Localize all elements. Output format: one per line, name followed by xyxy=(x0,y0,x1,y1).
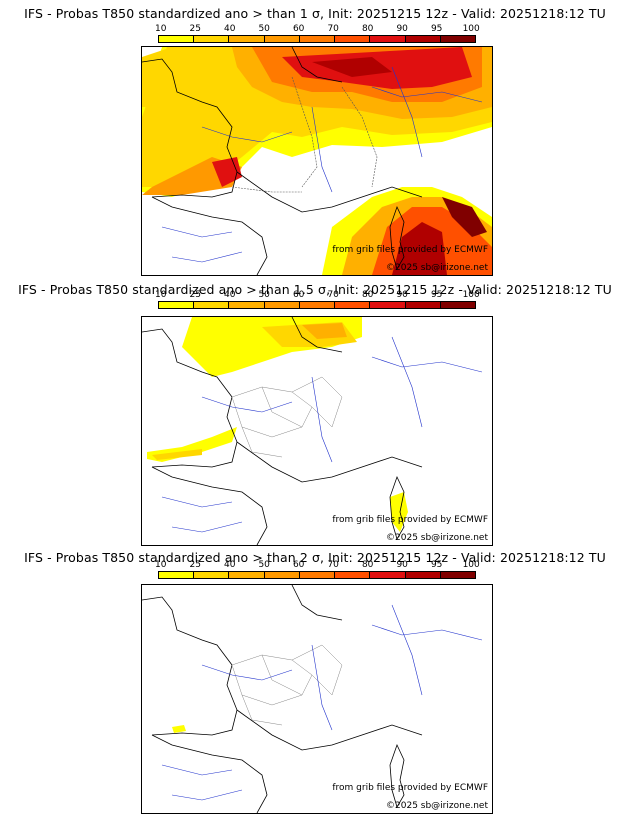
scale-swatch xyxy=(194,572,230,578)
scale-ticks: 10 25 40 50 60 70 80 90 95 100 xyxy=(141,24,493,35)
scale-swatch xyxy=(229,302,265,308)
tick-label: 25 xyxy=(189,24,201,34)
panel-2-map: from grib files provided by ECMWF ©2025 … xyxy=(141,316,493,546)
scale-swatch xyxy=(335,302,371,308)
tick-label: 40 xyxy=(223,290,236,300)
panel-1-map-graphic xyxy=(142,47,492,275)
scale-swatch xyxy=(194,302,230,308)
scale-swatch xyxy=(159,572,195,578)
admin-boundaries xyxy=(231,376,343,458)
admin-boundaries xyxy=(231,644,343,726)
panel-1-title: IFS - Probas T850 standardized ano > tha… xyxy=(24,6,606,21)
panel-3: IFS - Probas T850 standardized ano > tha… xyxy=(0,546,630,828)
rivers xyxy=(161,336,483,533)
credit-copyright: ©2025 sb@irizone.net xyxy=(386,801,488,811)
scale-swatch xyxy=(335,572,371,578)
tick-label: 100 xyxy=(462,560,480,570)
credit-source: from grib files provided by ECMWF xyxy=(332,515,488,525)
scale-swatch xyxy=(159,302,195,308)
tick-label: 80 xyxy=(361,290,374,300)
tick-label: 100 xyxy=(462,290,480,300)
scale-bar xyxy=(158,35,476,43)
tick-label: 70 xyxy=(327,290,339,300)
panel-1-map: from grib files provided by ECMWF ©2025 … xyxy=(141,46,493,276)
panel-1: IFS - Probas T850 standardized ano > tha… xyxy=(0,0,630,276)
scale-bar xyxy=(158,301,476,309)
tick-label: 40 xyxy=(223,24,236,34)
scale-swatch xyxy=(264,572,300,578)
scale-swatch xyxy=(370,302,406,308)
tick-label: 95 xyxy=(430,290,443,300)
tick-label: 95 xyxy=(430,560,443,570)
probability-shading xyxy=(172,725,186,733)
tick-label: 60 xyxy=(292,290,305,300)
tick-label: 100 xyxy=(462,24,480,34)
tick-label: 10 xyxy=(154,560,167,570)
tick-label: 90 xyxy=(396,24,408,34)
panel-1-color-scale: 10 25 40 50 60 70 80 90 95 100 xyxy=(141,24,493,43)
tick-label: 40 xyxy=(223,560,236,570)
tick-label: 50 xyxy=(258,290,270,300)
scale-swatch xyxy=(405,36,441,42)
scale-swatch xyxy=(264,302,300,308)
tick-label: 70 xyxy=(327,24,339,34)
tick-label: 50 xyxy=(258,24,270,34)
scale-swatch xyxy=(264,36,300,42)
tick-label: 95 xyxy=(430,24,443,34)
tick-label: 60 xyxy=(292,24,305,34)
scale-swatch xyxy=(159,36,195,42)
panel-3-title: IFS - Probas T850 standardized ano > tha… xyxy=(24,550,606,565)
credit-copyright: ©2025 sb@irizone.net xyxy=(386,263,488,273)
coastlines xyxy=(142,585,423,813)
scale-swatch xyxy=(440,572,475,578)
credit-source: from grib files provided by ECMWF xyxy=(332,245,488,255)
panel-2-map-graphic xyxy=(142,317,483,545)
coastlines xyxy=(142,47,423,275)
credit-copyright: ©2025 sb@irizone.net xyxy=(386,533,488,543)
tick-label: 25 xyxy=(189,560,201,570)
probability-shading xyxy=(147,317,408,532)
tick-label: 90 xyxy=(396,290,408,300)
scale-swatch xyxy=(299,36,336,42)
tick-label: 10 xyxy=(154,290,167,300)
rivers xyxy=(161,604,483,801)
panel-2-color-scale: 10 25 40 50 60 70 80 90 95 100 xyxy=(141,290,493,309)
tick-label: 60 xyxy=(292,560,305,570)
scale-swatch xyxy=(370,572,406,578)
scale-swatch xyxy=(229,572,265,578)
scale-ticks: 10 25 40 50 60 70 80 90 95 100 xyxy=(141,560,493,571)
scale-swatch xyxy=(299,572,336,578)
scale-swatch xyxy=(370,36,406,42)
scale-swatch xyxy=(299,302,336,308)
tick-label: 80 xyxy=(361,24,374,34)
scale-swatch xyxy=(440,36,475,42)
credit-source: from grib files provided by ECMWF xyxy=(332,783,488,793)
scale-swatch xyxy=(440,302,475,308)
scale-swatch xyxy=(405,302,441,308)
tick-label: 70 xyxy=(327,560,339,570)
scale-swatch xyxy=(405,572,441,578)
tick-label: 80 xyxy=(361,560,374,570)
tick-label: 50 xyxy=(258,560,270,570)
panel-3-color-scale: 10 25 40 50 60 70 80 90 95 100 xyxy=(141,560,493,579)
scale-swatch xyxy=(194,36,230,42)
rivers xyxy=(161,66,483,263)
panel-3-map: from grib files provided by ECMWF ©2025 … xyxy=(141,584,493,814)
scale-bar xyxy=(158,571,476,579)
tick-label: 10 xyxy=(154,24,167,34)
panel-2: IFS - Probas T850 standardized ano > tha… xyxy=(0,276,630,546)
probability-shading xyxy=(142,47,492,275)
tick-label: 25 xyxy=(189,290,201,300)
scale-swatch xyxy=(335,36,371,42)
scale-swatch xyxy=(229,36,265,42)
panel-2-title: IFS - Probas T850 standardized ano > tha… xyxy=(18,282,612,297)
borders xyxy=(231,76,378,193)
tick-label: 90 xyxy=(396,560,408,570)
panel-3-map-graphic xyxy=(142,585,483,813)
scale-ticks: 10 25 40 50 60 70 80 90 95 100 xyxy=(141,290,493,301)
